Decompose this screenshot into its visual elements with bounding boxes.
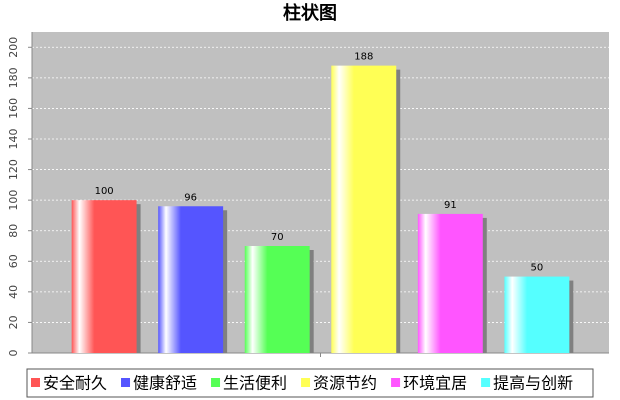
chart-title: 柱状图 xyxy=(283,2,337,24)
value-label: 50 xyxy=(531,263,544,274)
value-label: 188 xyxy=(354,52,373,63)
legend-label: 环境宜居 xyxy=(403,374,467,393)
y-tick-label: 160 xyxy=(7,98,20,119)
y-tick-label: 140 xyxy=(7,129,20,150)
legend-swatch xyxy=(481,378,491,387)
y-tick-label: 20 xyxy=(7,315,20,329)
legend-label: 健康舒适 xyxy=(133,374,197,393)
y-tick-label: 200 xyxy=(7,37,20,58)
bar xyxy=(244,246,310,353)
value-label: 100 xyxy=(95,186,114,197)
legend-swatch xyxy=(121,378,131,387)
value-label: 70 xyxy=(271,232,284,243)
y-tick-label: 120 xyxy=(7,159,20,180)
y-tick-label: 60 xyxy=(7,254,20,268)
y-tick-label: 40 xyxy=(7,285,20,299)
bar xyxy=(331,65,397,353)
y-tick-label: 80 xyxy=(7,224,20,238)
y-tick-label: 0 xyxy=(7,350,20,357)
bar xyxy=(417,213,483,353)
legend-swatch xyxy=(211,378,221,387)
legend-swatch xyxy=(301,378,311,387)
value-label: 96 xyxy=(184,192,197,203)
bar xyxy=(71,200,137,353)
bar xyxy=(504,276,570,353)
legend-label: 提高与创新 xyxy=(493,374,573,393)
legend-label: 安全耐久 xyxy=(43,374,107,393)
bar xyxy=(158,206,224,353)
legend-label: 资源节约 xyxy=(313,374,377,393)
legend-label: 生活便利 xyxy=(223,374,287,393)
y-tick-label: 180 xyxy=(7,67,20,88)
legend-swatch xyxy=(391,378,401,387)
y-tick-label: 100 xyxy=(7,190,20,211)
legend-swatch xyxy=(31,378,40,387)
value-label: 91 xyxy=(444,200,457,211)
